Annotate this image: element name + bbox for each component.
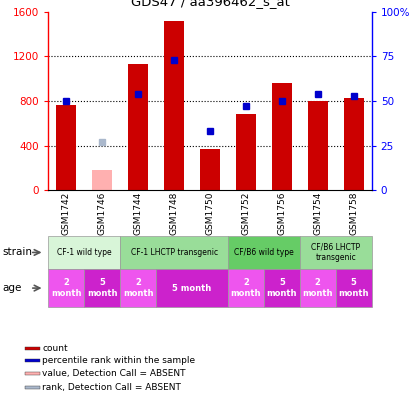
Bar [24, 360, 40, 362]
Text: 2
month: 2 month [123, 278, 153, 298]
Bar [272, 83, 292, 190]
Bar [300, 269, 336, 307]
Text: 5
month: 5 month [339, 278, 369, 298]
Bar [228, 236, 300, 269]
Text: age: age [2, 283, 21, 293]
Text: CF-1 LHCTP transgenic: CF-1 LHCTP transgenic [131, 248, 218, 257]
Bar [24, 386, 40, 389]
Bar [336, 269, 372, 307]
Bar [128, 64, 148, 190]
Bar [228, 269, 264, 307]
Text: strain: strain [2, 248, 32, 257]
Text: value, Detection Call = ABSENT: value, Detection Call = ABSENT [42, 369, 186, 378]
Bar [264, 269, 300, 307]
Text: 5 month: 5 month [172, 284, 212, 293]
Text: percentile rank within the sample: percentile rank within the sample [42, 356, 195, 366]
Text: CF/B6 LHCTP
transgenic: CF/B6 LHCTP transgenic [311, 243, 360, 262]
Text: CF-1 wild type: CF-1 wild type [57, 248, 112, 257]
Text: 2
month: 2 month [302, 278, 333, 298]
Title: GDS47 / aa396462_s_at: GDS47 / aa396462_s_at [131, 0, 289, 8]
Bar [120, 236, 228, 269]
Bar [308, 101, 328, 190]
Text: CF/B6 wild type: CF/B6 wild type [234, 248, 294, 257]
Bar [236, 114, 256, 190]
Bar [344, 98, 364, 190]
Text: 2
month: 2 month [231, 278, 261, 298]
Bar [300, 236, 372, 269]
Bar [84, 269, 120, 307]
Text: count: count [42, 344, 68, 353]
Bar [200, 149, 220, 190]
Text: 5
month: 5 month [87, 278, 118, 298]
Bar [92, 170, 112, 190]
Bar [120, 269, 156, 307]
Bar [156, 269, 228, 307]
Bar [48, 269, 84, 307]
Bar [24, 347, 40, 350]
Text: 2
month: 2 month [51, 278, 81, 298]
Bar [48, 236, 120, 269]
Text: rank, Detection Call = ABSENT: rank, Detection Call = ABSENT [42, 383, 181, 392]
Bar [24, 372, 40, 375]
Bar [164, 21, 184, 190]
Bar [56, 105, 76, 190]
Text: 5
month: 5 month [267, 278, 297, 298]
